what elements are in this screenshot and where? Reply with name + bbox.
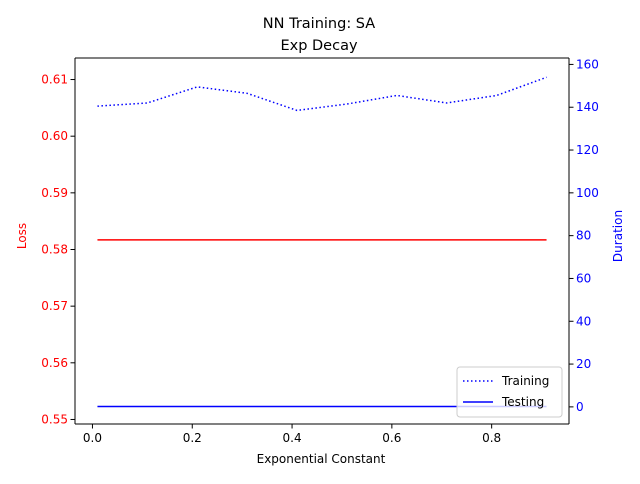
y-right-tick-label: 80	[576, 229, 591, 243]
training-series-line	[97, 76, 547, 112]
x-axis-label: Exponential Constant	[257, 452, 386, 466]
y-left-tick-label: 0.60	[41, 129, 68, 143]
y-axis-left-label: Loss	[15, 223, 29, 249]
x-tick-label: 0.4	[283, 431, 302, 445]
y-left-tick-label: 0.61	[41, 73, 68, 87]
legend-testing-label: Testing	[501, 395, 544, 409]
y-right-tick-label: 100	[576, 186, 599, 200]
y-right-tick-label: 60	[576, 271, 591, 285]
chart-title-line2: Exp Decay	[280, 38, 357, 54]
y-right-tick-label: 40	[576, 314, 591, 328]
legend-training-label: Training	[501, 374, 549, 388]
legend-frame	[456, 366, 563, 418]
y-left-tick-label: 0.57	[41, 299, 68, 313]
legend: Training Testing	[456, 366, 563, 418]
y-axis-right-label: Duration	[611, 210, 625, 262]
x-tick-label: 0.0	[83, 431, 102, 445]
y-right-tick-label: 160	[576, 57, 599, 71]
y-left-tick-label: 0.56	[41, 356, 68, 370]
x-tick-label: 0.2	[183, 431, 202, 445]
y-right-tick-label: 20	[576, 357, 591, 371]
y-left-tick-label: 0.58	[41, 242, 68, 256]
axes-group: 0.0 0.2 0.4 0.6 0.8 0.55 0.56 0.57 0.58 0.59 0.60 0…	[41, 57, 599, 445]
x-tick-label: 0.6	[382, 431, 401, 445]
y-left-tick-label: 0.59	[41, 186, 68, 200]
y-left-tick-label: 0.55	[41, 412, 68, 426]
x-tick-label: 0.8	[482, 431, 501, 445]
y-right-tick-label: 0	[576, 400, 584, 414]
chart-title-line1: NN Training: SA	[263, 16, 375, 32]
y-right-tick-label: 140	[576, 100, 599, 114]
y-right-tick-label: 120	[576, 143, 599, 157]
